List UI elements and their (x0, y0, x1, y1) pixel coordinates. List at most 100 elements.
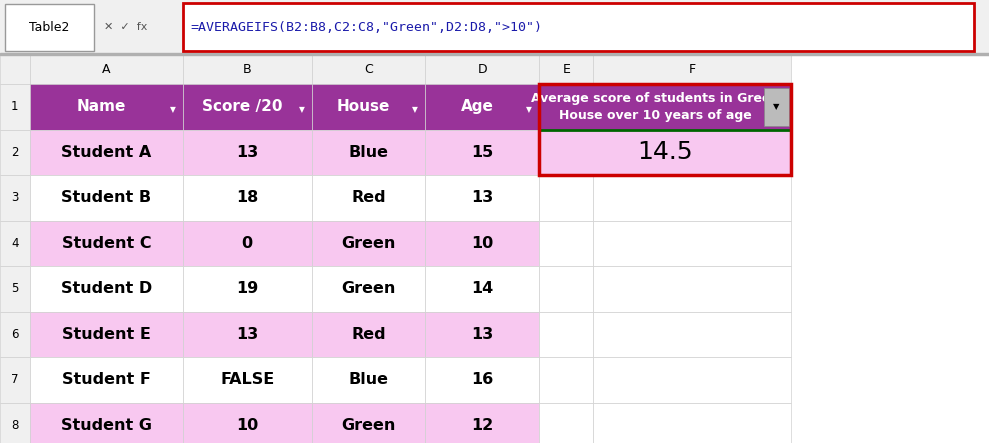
Bar (30, 84, 183, 130)
Text: Score /20: Score /20 (202, 100, 283, 114)
Bar (593, 221, 791, 266)
Bar (764, 89, 789, 125)
Bar (539, 84, 593, 130)
Bar (593, 312, 791, 357)
Bar (30, 266, 183, 312)
Text: 13: 13 (471, 327, 494, 342)
Text: E: E (563, 63, 570, 76)
Text: 14.5: 14.5 (637, 140, 693, 164)
Bar (0, 84, 30, 130)
Text: 7: 7 (11, 373, 19, 386)
Bar (312, 357, 425, 403)
Text: 1: 1 (11, 101, 19, 113)
Bar (425, 175, 539, 221)
Bar (425, 357, 539, 403)
Text: A: A (102, 63, 111, 76)
Text: Table2: Table2 (30, 21, 69, 34)
Text: Name: Name (77, 100, 126, 114)
Bar (425, 55, 539, 84)
Bar (425, 130, 539, 175)
Bar (30, 130, 183, 175)
Text: Average score of students in Green
House over 10 years of age: Average score of students in Green House… (531, 92, 779, 122)
Text: Age: Age (461, 100, 494, 114)
Bar (539, 84, 791, 130)
Bar (0, 55, 30, 84)
Bar (312, 312, 425, 357)
Text: 13: 13 (236, 145, 258, 160)
Text: 2: 2 (11, 146, 19, 159)
Bar (183, 130, 312, 175)
Bar (312, 84, 425, 130)
Text: Student D: Student D (60, 281, 152, 296)
Text: Red: Red (351, 190, 386, 206)
Bar (30, 55, 183, 84)
Bar (539, 312, 593, 357)
Bar (0, 130, 30, 175)
Text: 3: 3 (11, 191, 19, 205)
Text: Green: Green (341, 281, 396, 296)
Bar (593, 266, 791, 312)
Bar (425, 403, 539, 443)
Bar (312, 221, 425, 266)
Text: 13: 13 (236, 327, 258, 342)
Bar (539, 266, 593, 312)
Text: 15: 15 (471, 145, 494, 160)
Text: FALSE: FALSE (221, 373, 274, 387)
Bar (312, 55, 425, 84)
Bar (593, 357, 791, 403)
Text: 8: 8 (11, 419, 19, 432)
Bar (183, 266, 312, 312)
Text: 5: 5 (11, 283, 19, 295)
Bar (30, 403, 183, 443)
Bar (183, 4, 974, 51)
Bar (30, 221, 183, 266)
Bar (539, 357, 593, 403)
Bar (183, 84, 312, 130)
Bar (425, 312, 539, 357)
Bar (593, 55, 791, 84)
Bar (425, 221, 539, 266)
Bar (312, 175, 425, 221)
Bar (0, 221, 30, 266)
Text: ▼: ▼ (299, 105, 305, 113)
Text: D: D (478, 63, 487, 76)
Text: 4: 4 (11, 237, 19, 250)
Text: Blue: Blue (348, 373, 389, 387)
Text: Green: Green (341, 418, 396, 433)
Text: Green: Green (341, 236, 396, 251)
Bar (312, 266, 425, 312)
Bar (0, 357, 30, 403)
Bar (0, 54, 989, 55)
Bar (0, 403, 30, 443)
Bar (30, 175, 183, 221)
Bar (0, 266, 30, 312)
Bar (425, 266, 539, 312)
Text: Student F: Student F (62, 373, 150, 387)
Bar (539, 130, 593, 175)
Text: Student A: Student A (61, 145, 151, 160)
Text: Student C: Student C (61, 236, 151, 251)
Text: ▼: ▼ (412, 105, 418, 113)
Bar (312, 403, 425, 443)
Bar (425, 84, 539, 130)
Bar (0, 0, 989, 55)
Text: ✕  ✓  fx: ✕ ✓ fx (104, 23, 147, 32)
Bar (539, 130, 791, 175)
Text: 18: 18 (236, 190, 258, 206)
Bar (593, 403, 791, 443)
Text: Student G: Student G (60, 418, 152, 433)
Bar (539, 221, 593, 266)
Text: 16: 16 (471, 373, 494, 387)
Text: Student E: Student E (62, 327, 150, 342)
Bar (312, 130, 425, 175)
Text: House: House (337, 100, 390, 114)
Bar (539, 84, 791, 175)
Text: F: F (688, 63, 696, 76)
Text: Red: Red (351, 327, 386, 342)
Text: ▼: ▼ (526, 105, 532, 113)
Bar (593, 84, 791, 130)
Bar (183, 312, 312, 357)
Bar (183, 175, 312, 221)
Text: 10: 10 (471, 236, 494, 251)
Text: C: C (364, 63, 373, 76)
